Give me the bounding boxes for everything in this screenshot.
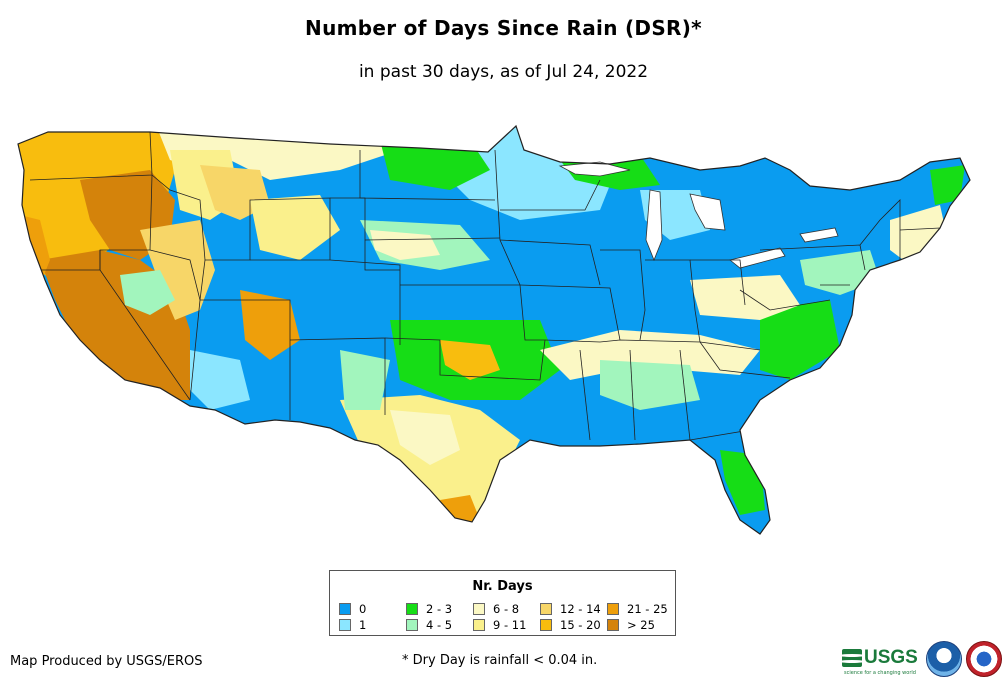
region-6-8-nebraska xyxy=(370,230,440,260)
map-credit: Map Produced by USGS/EROS xyxy=(10,654,203,669)
legend-items: 0 1 2 - 3 4 - 5 6 - 8 9 - 11 12 - 14 15 - 20 21 … xyxy=(339,601,669,633)
legend-swatch xyxy=(339,619,351,631)
legend-item: > 25 xyxy=(607,617,669,633)
legend-label: 2 - 3 xyxy=(426,602,453,616)
lake-ontario xyxy=(799,227,839,243)
legend-item: 9 - 11 xyxy=(473,617,540,633)
legend-item: 0 xyxy=(339,601,406,617)
us-outline xyxy=(17,124,971,535)
region-15-20-texas xyxy=(440,340,500,380)
lake-huron xyxy=(689,193,726,231)
noaa-logo-icon xyxy=(926,641,962,677)
legend-label: 4 - 5 xyxy=(426,618,453,632)
nws-logo-icon xyxy=(966,641,1002,677)
region-12-14-basin xyxy=(140,220,215,320)
lake-superior xyxy=(558,161,631,177)
legend-label: 9 - 11 xyxy=(493,618,527,632)
legend-item: 1 xyxy=(339,617,406,633)
legend-item: 6 - 8 xyxy=(473,601,540,617)
region-4-5-basin xyxy=(120,270,175,315)
legend-swatch xyxy=(607,603,619,615)
region-6-8-texas xyxy=(390,410,460,465)
dry-day-footnote: * Dry Day is rainfall < 0.04 in. xyxy=(402,653,598,668)
region-4-5-midsouth xyxy=(600,360,700,410)
region-2-3-dakotas xyxy=(380,140,490,190)
legend-swatch xyxy=(540,603,552,615)
us-map xyxy=(17,124,971,535)
legend-swatch xyxy=(339,603,351,615)
legend-swatch xyxy=(473,619,485,631)
legend-item: 12 - 14 xyxy=(540,601,607,617)
legend-label: 21 - 25 xyxy=(627,602,668,616)
legend-item: 21 - 25 xyxy=(607,601,669,617)
lake-michigan xyxy=(645,189,663,262)
legend-swatch xyxy=(540,619,552,631)
usgs-logo: USGS science for a changing world xyxy=(842,644,920,676)
legend-title: Nr. Days xyxy=(472,579,533,594)
usgs-wave-icon xyxy=(842,649,862,667)
region-2-3-florida xyxy=(720,450,765,515)
legend: Nr. Days 0 1 2 - 3 4 - 5 6 - 8 9 - 11 12 - 14 1… xyxy=(329,570,676,636)
legend-label: 12 - 14 xyxy=(560,602,601,616)
legend-swatch xyxy=(406,603,418,615)
region-2-3-carolinas xyxy=(760,300,840,380)
map-subtitle: in past 30 days, as of Jul 24, 2022 xyxy=(358,62,649,82)
lake-erie xyxy=(729,247,786,269)
legend-item: 4 - 5 xyxy=(406,617,473,633)
region-21-25-utah xyxy=(240,290,300,360)
legend-swatch xyxy=(406,619,418,631)
usgs-tagline: science for a changing world xyxy=(844,670,916,676)
legend-label: > 25 xyxy=(627,618,655,632)
region-2-3-maine xyxy=(930,165,965,205)
legend-label: 6 - 8 xyxy=(493,602,520,616)
usgs-logo-text: USGS xyxy=(864,647,918,668)
region-9-11-wyoming xyxy=(250,195,340,260)
legend-label: 0 xyxy=(359,602,367,616)
region-6-8-ohio xyxy=(690,275,800,320)
region-21-25-texas-coast xyxy=(440,495,480,525)
legend-item: 2 - 3 xyxy=(406,601,473,617)
state-boundaries xyxy=(29,131,941,441)
agency-logos: USGS science for a changing world xyxy=(842,638,1002,682)
legend-swatch xyxy=(607,619,619,631)
map-title: Number of Days Since Rain (DSR)* xyxy=(305,16,702,40)
region-4-5-texas xyxy=(340,350,390,410)
region-1-southwest xyxy=(190,350,250,410)
legend-item: 15 - 20 xyxy=(540,617,607,633)
legend-label: 15 - 20 xyxy=(560,618,601,632)
legend-swatch xyxy=(473,603,485,615)
legend-label: 1 xyxy=(359,618,367,632)
